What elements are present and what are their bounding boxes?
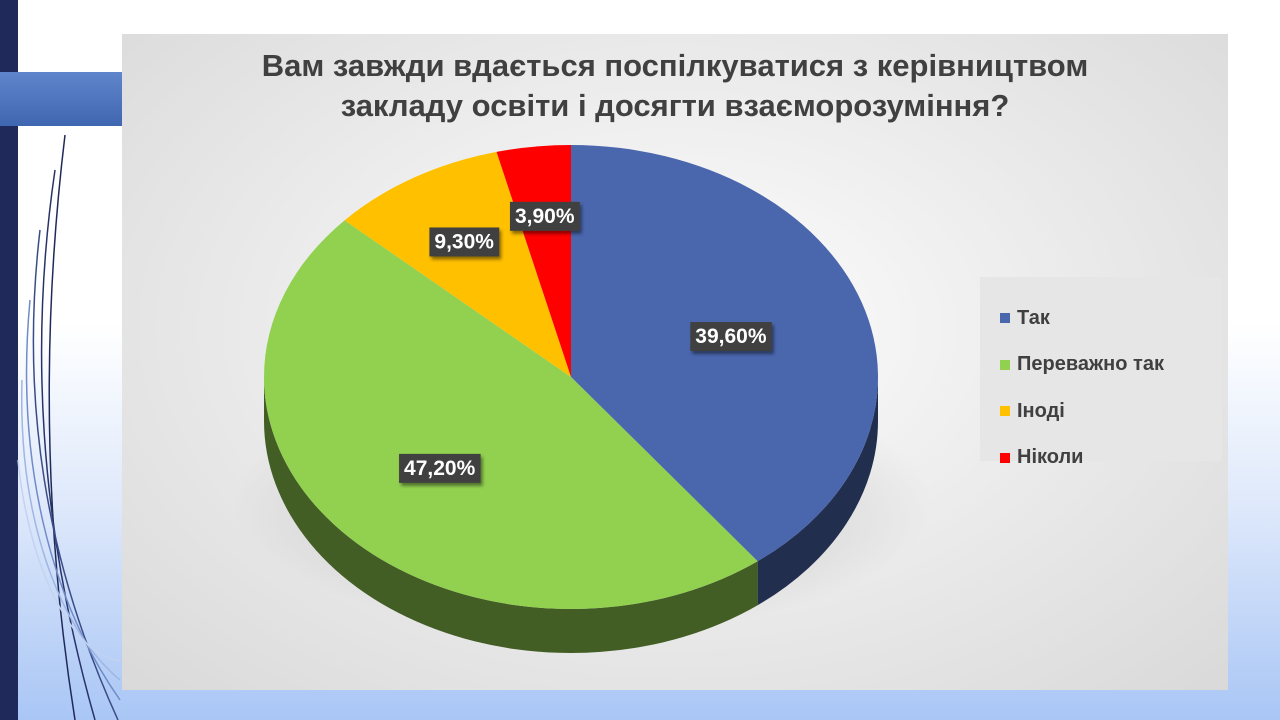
data-label-так: 39,60% bbox=[690, 322, 772, 352]
legend-label: Так bbox=[1017, 306, 1050, 329]
legend-item-переважно-так: Переважно так bbox=[1000, 342, 1222, 389]
svg-text:3,90%: 3,90% bbox=[515, 205, 575, 228]
legend-item-ніколи: Ніколи bbox=[1000, 435, 1222, 482]
legend-swatch bbox=[1000, 406, 1010, 417]
legend-label: Ніколи bbox=[1017, 446, 1084, 469]
svg-text:9,30%: 9,30% bbox=[434, 230, 494, 253]
data-label-ніколи: 3,90% bbox=[509, 201, 580, 231]
chart-area: Вам завжди вдається поспілкуватися з кер… bbox=[122, 34, 1228, 690]
data-label-box bbox=[399, 453, 481, 483]
svg-text:39,60%: 39,60% bbox=[695, 325, 767, 348]
data-label-переважно-так: 47,20% bbox=[399, 453, 481, 483]
pie-side-переважно-так bbox=[264, 377, 758, 653]
slide-accent-block bbox=[0, 72, 122, 126]
legend-label: Переважно так bbox=[1017, 353, 1164, 376]
pie-slice-переважно-так bbox=[264, 220, 758, 609]
legend-label: Іноді bbox=[1017, 399, 1065, 422]
data-label-box bbox=[509, 201, 580, 231]
legend-swatch bbox=[1000, 313, 1010, 324]
pie-side-так bbox=[757, 377, 878, 606]
pie-slice-так bbox=[571, 145, 878, 562]
pie-data-labels: 39,60% 47,20% 9,30% 3,90% bbox=[399, 201, 772, 483]
slide-left-bar bbox=[0, 0, 18, 720]
legend-item-іноді: Іноді bbox=[1000, 388, 1222, 435]
svg-text:47,20%: 47,20% bbox=[404, 457, 476, 480]
data-label-іноді: 9,30% bbox=[429, 227, 500, 257]
chart-legend: Так Переважно так Іноді Ніколи bbox=[980, 277, 1222, 468]
chart-title: Вам завжди вдається поспілкуватися з кер… bbox=[261, 48, 1089, 123]
pie-3d-sides bbox=[264, 377, 878, 653]
legend-swatch bbox=[1000, 359, 1010, 370]
legend-item-так: Так bbox=[1000, 295, 1222, 342]
legend-swatch bbox=[1000, 452, 1010, 463]
data-label-box bbox=[429, 227, 500, 257]
slide-decorative-lines bbox=[17, 134, 121, 720]
data-label-box bbox=[690, 322, 772, 352]
pie-chart: 39,60% 47,20% 9,30% 3,90% bbox=[232, 145, 932, 653]
